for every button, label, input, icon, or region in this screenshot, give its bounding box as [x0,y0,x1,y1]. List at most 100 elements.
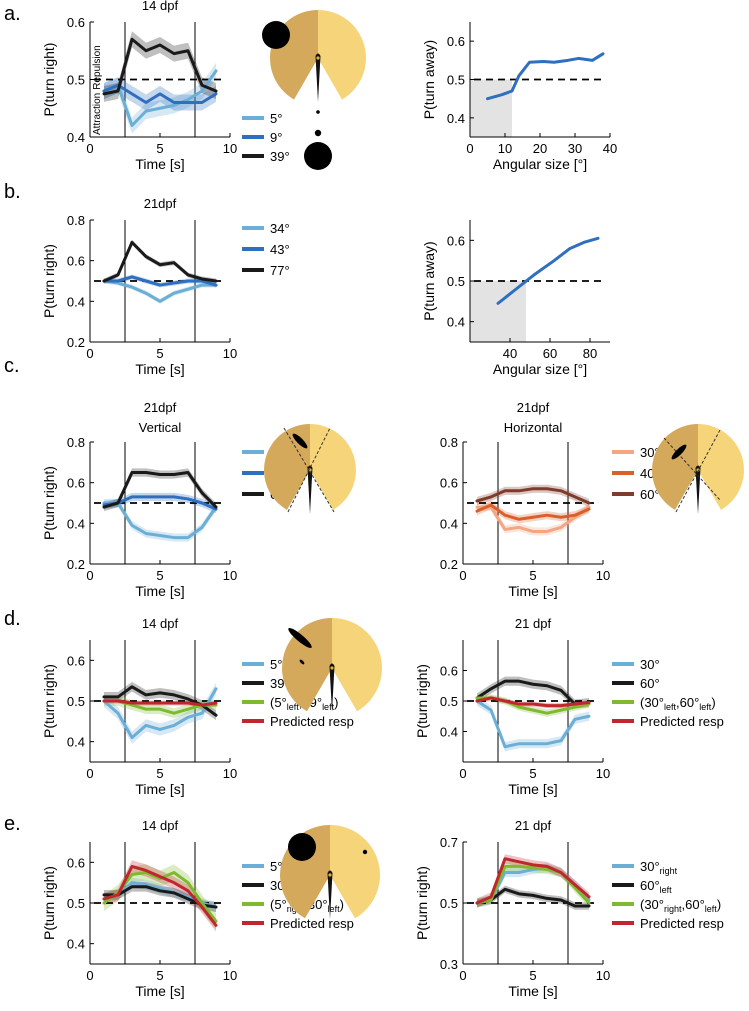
y-tick-label: 0.5 [447,274,465,289]
legend-e-right: 30°right60°left(30°right,60°left)Predict… [612,859,724,931]
x-axis-label: Time [s] [508,781,557,797]
stimulus-size-dot-icon [316,110,320,114]
stimulus-ellipse-icon [671,444,687,460]
visual-field-disc-two-ellipses-icon [282,618,382,712]
annotation-attraction: Attraction [92,93,103,135]
y-tick-label: 0.8 [440,435,458,450]
x-tick-label: 0 [459,568,466,583]
series-line [475,699,591,749]
x-tick-label: 20 [533,141,547,156]
series-band [104,468,216,512]
legend-label: Predicted resp [640,714,724,729]
y-tick-label: 0.5 [447,73,465,88]
panel-letter: e. [4,813,21,835]
y-tick-label: 0.6 [440,476,458,491]
series-line [102,699,218,707]
chart-title: 14 dpf [142,0,179,13]
y-tick-label: 0.4 [67,130,85,145]
stimulus-ellipse-icon [292,433,308,449]
legend-label: 34° [270,221,290,236]
x-axis-label: Time [s] [508,583,557,599]
legend-part: ) [334,695,338,710]
legend-part: 5° [270,859,282,874]
x-axis-label: Time [s] [135,983,184,999]
field-left-half [282,618,332,712]
x-tick-label: 10 [596,568,610,583]
panel-letters: a. b. c. d. e. [4,3,21,835]
panel-letter: d. [4,608,21,630]
fish-icon [315,53,321,102]
stimulus-dot-icon [288,833,316,861]
y-tick-label: 0.2 [67,335,85,350]
y-tick-label: 0.7 [440,835,458,850]
x-tick-label: 10 [223,968,237,983]
y-axis-label: P(turn right) [41,43,57,117]
stimulus-ellipse-icon [288,627,312,649]
x-tick-label: 10 [223,766,237,781]
x-tick-label: 10 [596,766,610,781]
series-band [104,864,216,930]
legend-part: ) [717,897,721,912]
x-tick-label: 0 [86,968,93,983]
y-tick-label: 0.4 [447,315,465,330]
legend-part: left [664,702,677,712]
chart-a-left: 0 5 10 0.4 0.5 0.6 14 dpf Time [s] P(turn right)… [41,0,237,172]
series-line [102,69,218,127]
series-line [475,887,591,908]
series-band [104,62,216,134]
x-axis-label: Angular size [°] [493,361,587,377]
chart-a-right: 0 10 20 30 40 0.4 0.5 0.6 Angular size [°] P(turn… [421,22,617,172]
chart-title: 21dpf [517,400,550,415]
y-axis-label: P(turn right) [41,466,57,540]
y-tick-label: 0.5 [440,896,458,911]
x-tick-label: 40 [603,141,617,156]
y-tick-label: 0.5 [440,694,458,709]
x-tick-label: 5 [529,766,536,781]
chart-c-left: 0 5 10 0.2 0.4 0.6 0.8 21dpf Vertical Time [s] P(t… [41,400,237,599]
visual-field-disc-horizontal-ellipse-icon [651,424,745,514]
chart-title: 21 dpf [515,616,552,631]
x-tick-label: 10 [223,346,237,361]
y-tick-label: 0.4 [440,516,458,531]
series-band [104,681,216,721]
series-line [102,864,218,927]
series-line [102,83,218,104]
x-tick-label: 0 [86,568,93,583]
legend-label: (30°right,60°left) [640,897,721,914]
series-line [102,501,218,540]
series-line [102,495,218,511]
y-tick-label: 0.2 [67,557,85,572]
y-tick-label: 0.4 [67,294,85,309]
y-axis-label: P(turn right) [414,866,430,940]
fish-icon [329,663,335,712]
y-tick-label: 0.3 [440,957,458,972]
y-tick-label: 0.2 [440,557,458,572]
x-tick-label: 0 [86,346,93,361]
y-tick-label: 0.4 [67,735,85,750]
y-tick-label: 0.6 [440,664,458,679]
x-tick-label: 0 [459,766,466,781]
series-band [477,885,589,910]
axis-line [287,427,331,513]
chart-d-left: 0 5 10 0.4 0.5 0.6 14 dpf Time [s] P(turn right) [41,616,237,797]
panel-letter: c. [4,355,20,377]
series-line [475,505,591,533]
legend-label: Predicted resp [640,916,724,931]
series-line [102,275,218,287]
series-line [475,487,591,505]
legend-part: left [322,702,335,712]
x-tick-label: 0 [459,968,466,983]
x-tick-label: 0 [466,141,473,156]
legend-part: right [664,904,682,914]
legend-part: 5° [270,657,282,672]
legend-part: Predicted resp [640,916,724,931]
x-tick-label: 60 [543,346,557,361]
legend-label: 5° [270,111,282,126]
y-tick-label: 0.8 [67,435,85,450]
panel-letter: a. [4,3,21,25]
series-line [102,279,218,303]
stimulus-size-dot-icon [314,129,322,137]
chart-title: 21dpf [144,400,177,415]
field-right-half [332,618,382,712]
series-line [102,687,218,740]
